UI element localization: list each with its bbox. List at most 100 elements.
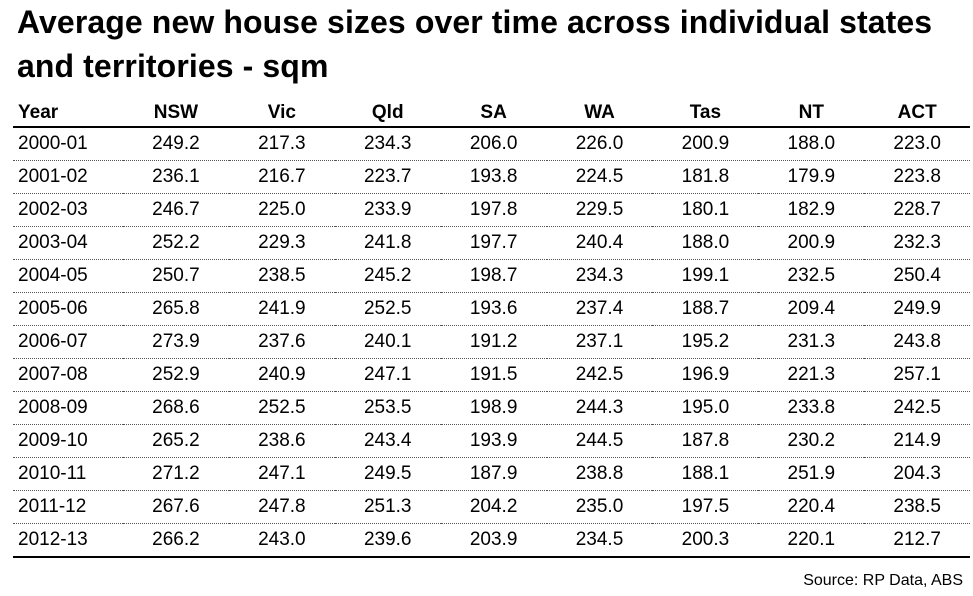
value-cell-act: 228.7: [864, 193, 971, 227]
value-cell-wa: 226.0: [546, 127, 653, 161]
year-cell: 2010-11: [13, 457, 123, 491]
table-row: 2004-05 250.7 238.5 245.2 198.7 234.3 199.1 232…: [13, 259, 971, 293]
value-cell-nsw: 265.8: [123, 292, 229, 326]
value-cell-nt: 220.1: [758, 523, 865, 558]
value-cell-tas: 188.7: [652, 292, 759, 326]
value-cell-sa: 197.8: [440, 193, 547, 227]
value-cell-qld: 240.1: [334, 325, 441, 359]
table-body: 2000-01 249.2 217.3 234.3 206.0 226.0 200.9 188…: [13, 127, 971, 558]
value-cell-tas: 187.8: [652, 424, 759, 458]
table-row: 2008-09 268.6 252.5 253.5 198.9 244.3 195.0 233…: [13, 391, 971, 425]
value-cell-sa: 193.8: [440, 160, 547, 194]
value-cell-act: 250.4: [864, 259, 971, 293]
value-cell-act: 242.5: [864, 391, 971, 425]
year-cell: 2002-03: [13, 193, 123, 227]
value-cell-wa: 244.3: [546, 391, 653, 425]
value-cell-nt: 209.4: [758, 292, 865, 326]
table-row: 2012-13 266.2 243.0 239.6 203.9 234.5 200.3 220…: [13, 523, 971, 558]
year-cell: 2011-12: [13, 490, 123, 524]
value-cell-tas: 196.9: [652, 358, 759, 392]
year-cell: 2000-01: [13, 127, 123, 161]
house-size-table: Year NSW Vic Qld SA WA Tas NT ACT 2000-01 249.2 21…: [13, 100, 971, 558]
table-row: 2002-03 246.7 225.0 233.9 197.8 229.5 180.1 182…: [13, 193, 971, 227]
value-cell-wa: 229.5: [546, 193, 653, 227]
value-cell-act: 223.8: [864, 160, 971, 194]
value-cell-qld: 239.6: [334, 523, 441, 558]
table-row: 2005-06 265.8 241.9 252.5 193.6 237.4 188.7 209…: [13, 292, 971, 326]
value-cell-wa: 224.5: [546, 160, 653, 194]
value-cell-nt: 188.0: [758, 127, 865, 161]
value-cell-nt: 179.9: [758, 160, 865, 194]
value-cell-sa: 193.6: [440, 292, 547, 326]
value-cell-wa: 234.5: [546, 523, 653, 558]
table-row: 2010-11 271.2 247.1 249.5 187.9 238.8 188.1 251…: [13, 457, 971, 491]
value-cell-sa: 191.5: [440, 358, 547, 392]
column-header-wa: WA: [546, 100, 653, 128]
value-cell-wa: 244.5: [546, 424, 653, 458]
value-cell-vic: 247.1: [228, 457, 335, 491]
value-cell-act: 249.9: [864, 292, 971, 326]
value-cell-act: 212.7: [864, 523, 971, 558]
value-cell-qld: 251.3: [334, 490, 441, 524]
value-cell-qld: 252.5: [334, 292, 441, 326]
value-cell-vic: 229.3: [228, 226, 335, 260]
value-cell-qld: 241.8: [334, 226, 441, 260]
value-cell-wa: 242.5: [546, 358, 653, 392]
value-cell-act: 214.9: [864, 424, 971, 458]
value-cell-nsw: 266.2: [123, 523, 229, 558]
value-cell-vic: 237.6: [228, 325, 335, 359]
value-cell-vic: 217.3: [228, 127, 335, 161]
value-cell-wa: 235.0: [546, 490, 653, 524]
value-cell-nt: 221.3: [758, 358, 865, 392]
column-header-tas: Tas: [652, 100, 759, 128]
value-cell-nsw: 267.6: [123, 490, 229, 524]
value-cell-qld: 247.1: [334, 358, 441, 392]
value-cell-nsw: 252.9: [123, 358, 229, 392]
value-cell-qld: 245.2: [334, 259, 441, 293]
table-row: 2006-07 273.9 237.6 240.1 191.2 237.1 195.2 231…: [13, 325, 971, 359]
value-cell-sa: 198.7: [440, 259, 547, 293]
value-cell-tas: 200.9: [652, 127, 759, 161]
value-cell-qld: 243.4: [334, 424, 441, 458]
value-cell-nsw: 273.9: [123, 325, 229, 359]
value-cell-act: 204.3: [864, 457, 971, 491]
value-cell-nsw: 271.2: [123, 457, 229, 491]
column-header-vic: Vic: [228, 100, 335, 128]
chart-title: Average new house sizes over time across…: [17, 4, 933, 84]
value-cell-nsw: 252.2: [123, 226, 229, 260]
value-cell-tas: 195.2: [652, 325, 759, 359]
value-cell-tas: 181.8: [652, 160, 759, 194]
value-cell-nsw: 265.2: [123, 424, 229, 458]
column-header-qld: Qld: [334, 100, 441, 128]
value-cell-vic: 252.5: [228, 391, 335, 425]
value-cell-sa: 198.9: [440, 391, 547, 425]
value-cell-vic: 238.5: [228, 259, 335, 293]
value-cell-tas: 188.1: [652, 457, 759, 491]
value-cell-nt: 231.3: [758, 325, 865, 359]
year-cell: 2004-05: [13, 259, 123, 293]
value-cell-wa: 240.4: [546, 226, 653, 260]
value-cell-vic: 243.0: [228, 523, 335, 558]
value-cell-nt: 232.5: [758, 259, 865, 293]
column-header-act: ACT: [864, 100, 971, 128]
value-cell-qld: 253.5: [334, 391, 441, 425]
value-cell-tas: 197.5: [652, 490, 759, 524]
value-cell-nt: 233.8: [758, 391, 865, 425]
year-cell: 2012-13: [13, 523, 123, 558]
value-cell-vic: 247.8: [228, 490, 335, 524]
value-cell-qld: 234.3: [334, 127, 441, 161]
table-header-row: Year NSW Vic Qld SA WA Tas NT ACT: [13, 100, 971, 128]
year-cell: 2006-07: [13, 325, 123, 359]
value-cell-nsw: 246.7: [123, 193, 229, 227]
value-cell-wa: 238.8: [546, 457, 653, 491]
value-cell-tas: 195.0: [652, 391, 759, 425]
value-cell-sa: 193.9: [440, 424, 547, 458]
column-header-year: Year: [13, 100, 123, 128]
value-cell-tas: 199.1: [652, 259, 759, 293]
value-cell-tas: 200.3: [652, 523, 759, 558]
value-cell-nsw: 250.7: [123, 259, 229, 293]
year-cell: 2003-04: [13, 226, 123, 260]
year-cell: 2007-08: [13, 358, 123, 392]
table-row: 2009-10 265.2 238.6 243.4 193.9 244.5 187.8 230…: [13, 424, 971, 458]
value-cell-vic: 240.9: [228, 358, 335, 392]
